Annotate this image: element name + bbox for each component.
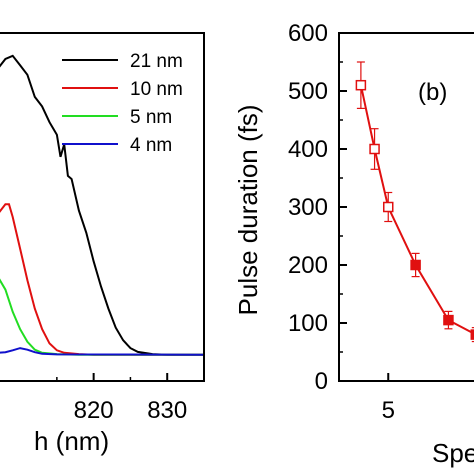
panel-a-legend: 21 nm 10 nm 5 nm 4 nm [62, 51, 183, 156]
y-tick-label-3: 300 [288, 194, 328, 221]
legend-label-3: 4 nm [130, 135, 172, 156]
y-tick-label-5: 500 [288, 78, 328, 105]
panel-b-series [355, 61, 474, 343]
y-tick-label-4: 400 [288, 136, 328, 163]
panel-b: 0 100 200 300 400 500 600 5 Pulse duration (fs)… [233, 20, 474, 468]
legend-label-1: 10 nm [130, 79, 183, 100]
series-line-1 [0, 203, 204, 356]
panel-a-series [0, 54, 205, 356]
data-point-0 [355, 79, 367, 91]
x-tick-label-0: 5 [382, 397, 395, 424]
panel-a-frame [0, 32, 205, 382]
data-point-4 [443, 314, 454, 326]
panel-a-x-axis-label: h (nm) [34, 426, 109, 456]
y-tick-label-2: 200 [288, 252, 328, 279]
data-point-5 [470, 329, 474, 340]
panel-b-plot-area [355, 61, 474, 343]
panel-b-y-axis-label: Pulse duration (fs) [233, 105, 263, 316]
y-tick-label-0: 0 [315, 368, 328, 395]
panel-b-annotation: (b) [418, 79, 447, 106]
pulse-duration-line [359, 84, 474, 335]
x-tick-label-1: 830 [147, 397, 187, 424]
data-point-1 [369, 143, 380, 155]
panel-b-ticks: 0 100 200 300 400 500 600 5 [288, 20, 395, 424]
panel-b-x-axis-label: Spec [432, 438, 474, 468]
series-line-0 [0, 54, 204, 356]
data-point-3 [410, 259, 421, 271]
legend-label-2: 5 nm [130, 107, 172, 128]
y-tick-label-1: 100 [288, 310, 328, 337]
data-point-2 [382, 201, 394, 213]
legend-label-0: 21 nm [130, 51, 183, 72]
panel-a: 820 830 h (nm) 21 nm 10 nm 5 nm 4 nm [0, 32, 205, 456]
panel-a-ticks: 820 830 [56, 373, 205, 424]
series-line-3 [0, 347, 205, 356]
x-tick-label-0: 820 [74, 397, 114, 424]
y-tick-label-6: 600 [288, 20, 328, 47]
